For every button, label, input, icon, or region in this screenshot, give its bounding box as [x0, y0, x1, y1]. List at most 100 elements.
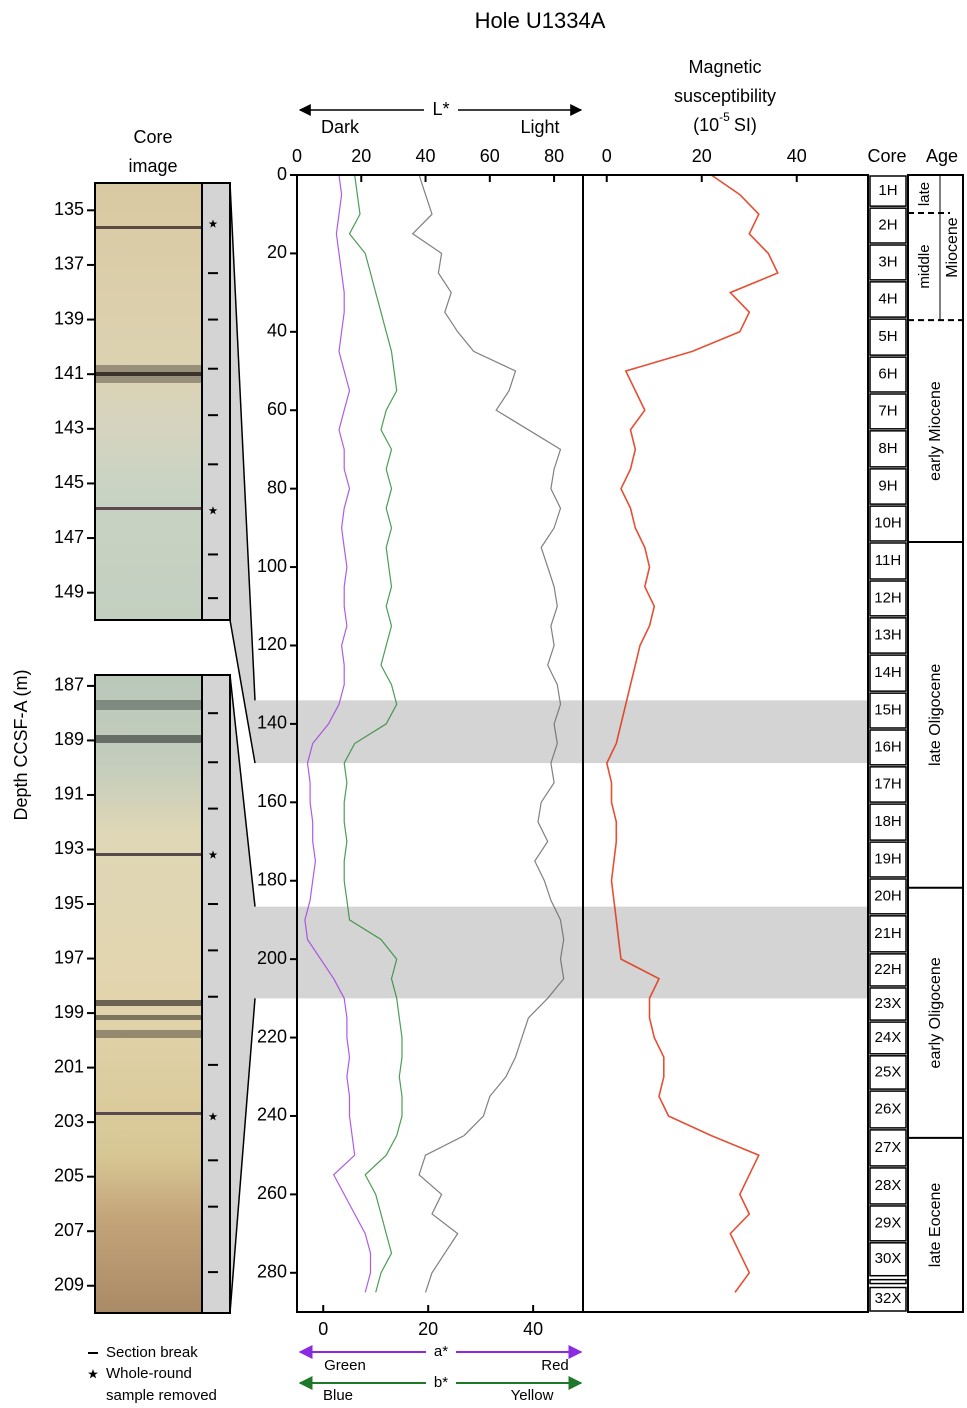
- core-label: 12H: [874, 589, 902, 606]
- core-label: 23X: [875, 995, 902, 1012]
- legend-star: [88, 1369, 98, 1379]
- core-box: [869, 729, 907, 766]
- b-label: b*: [434, 1374, 448, 1391]
- mag-title: susceptibility: [674, 86, 776, 106]
- core-box: [869, 1021, 907, 1055]
- core-box: [869, 915, 907, 953]
- core-box: [869, 356, 907, 393]
- core-label: 7H: [878, 402, 897, 419]
- y-axis-label: Depth CCSF-A (m): [11, 669, 31, 820]
- legend-label: sample removed: [106, 1387, 217, 1404]
- connector-edge: [229, 674, 256, 907]
- core-box: [869, 654, 907, 692]
- core-label: 26X: [875, 1100, 902, 1117]
- core-label: 29X: [875, 1214, 902, 1231]
- x-tick-label: 0: [602, 146, 612, 166]
- core-tick-label: 195: [54, 893, 84, 913]
- core-label: 18H: [874, 813, 902, 830]
- core-tick-label: 191: [54, 784, 84, 804]
- age-label: early Oligocene: [927, 957, 944, 1068]
- legend-label: Whole-round: [106, 1365, 192, 1382]
- core-box: [869, 953, 907, 987]
- core-tick-label: 139: [54, 308, 84, 328]
- lstar-dark: Dark: [321, 117, 360, 137]
- x-tick-label: 20: [692, 146, 712, 166]
- core-box: [869, 878, 907, 915]
- core-box: [869, 393, 907, 430]
- x-tick-label: 40: [523, 1319, 543, 1339]
- core-tick-label: 199: [54, 1002, 84, 1022]
- a-label: a*: [434, 1343, 448, 1360]
- core-box: [869, 1286, 907, 1312]
- y-tick-label: 200: [257, 948, 287, 968]
- b-blue: Blue: [323, 1387, 353, 1404]
- core-box: [869, 1205, 907, 1242]
- core-label: 2H: [878, 217, 897, 234]
- connector-edge: [229, 619, 256, 764]
- age-sub-label: middle: [916, 244, 933, 288]
- core-tick-label: 205: [54, 1165, 84, 1185]
- age-label: Miocene: [944, 217, 961, 278]
- series-line: [304, 174, 372, 1293]
- x-tick-label: 20: [351, 146, 371, 166]
- y-tick-label: 80: [267, 477, 287, 497]
- y-tick-label: 260: [257, 1183, 287, 1203]
- x-tick-label: 80: [544, 146, 564, 166]
- x-tick-label: 0: [318, 1319, 328, 1339]
- x-tick-label: 40: [787, 146, 807, 166]
- series-line: [605, 174, 779, 1293]
- y-tick-label: 100: [257, 556, 287, 576]
- y-tick-label: 220: [257, 1026, 287, 1046]
- age-label: early Miocene: [927, 381, 944, 481]
- mag-unit: (10-5 SI): [693, 110, 757, 135]
- y-tick-label: 240: [257, 1105, 287, 1125]
- core-label: 4H: [878, 290, 897, 307]
- core-box: [869, 1167, 907, 1205]
- core-tick-label: 209: [54, 1274, 84, 1294]
- core-tick-label: 141: [54, 363, 84, 383]
- age-label: late Oligocene: [927, 664, 944, 766]
- core-box: [869, 841, 907, 878]
- core-box: [869, 1278, 907, 1285]
- core-box: [869, 692, 907, 729]
- sample-star: [208, 506, 218, 515]
- sample-star: [208, 1112, 218, 1121]
- core-connector: [202, 675, 255, 1313]
- core-label: 10H: [874, 515, 902, 532]
- core-box: [869, 766, 907, 803]
- a-red: Red: [541, 1357, 569, 1374]
- age-sub-label: late: [916, 182, 933, 206]
- core-image: [94, 182, 203, 1314]
- age-title: Age: [926, 146, 958, 166]
- depth-band: [255, 700, 868, 764]
- mag-title: Magnetic: [688, 57, 761, 77]
- core-label: 3H: [878, 253, 897, 270]
- core-strip: [201, 182, 231, 621]
- core-label: 11H: [875, 552, 901, 569]
- core-image-title: image: [128, 156, 177, 176]
- series-line: [411, 174, 565, 1293]
- x-tick-label: 20: [418, 1319, 438, 1339]
- x-tick-label: 0: [292, 146, 302, 166]
- core-label: 5H: [878, 328, 897, 345]
- core-box: [869, 318, 907, 356]
- core-box: [869, 580, 907, 617]
- core-box: [869, 505, 907, 542]
- core-box: [869, 1129, 907, 1167]
- core-box: [869, 430, 907, 468]
- core-title: Core: [867, 146, 906, 166]
- y-tick-label: 140: [257, 713, 287, 733]
- core-box: [869, 987, 907, 1021]
- connector-edge: [229, 998, 256, 1314]
- label-bg: [424, 98, 458, 122]
- core-label: 30X: [875, 1250, 902, 1267]
- lstar-light: Light: [520, 117, 559, 137]
- mag-unit-part: (10: [693, 115, 719, 135]
- core-label: 19H: [874, 851, 902, 868]
- core-label: 13H: [874, 626, 902, 643]
- core-label: 27X: [875, 1139, 902, 1156]
- legend-label: Section break: [106, 1344, 198, 1361]
- core-tick-label: 193: [54, 838, 84, 858]
- connector-edge: [229, 182, 256, 701]
- core-box: [869, 244, 907, 281]
